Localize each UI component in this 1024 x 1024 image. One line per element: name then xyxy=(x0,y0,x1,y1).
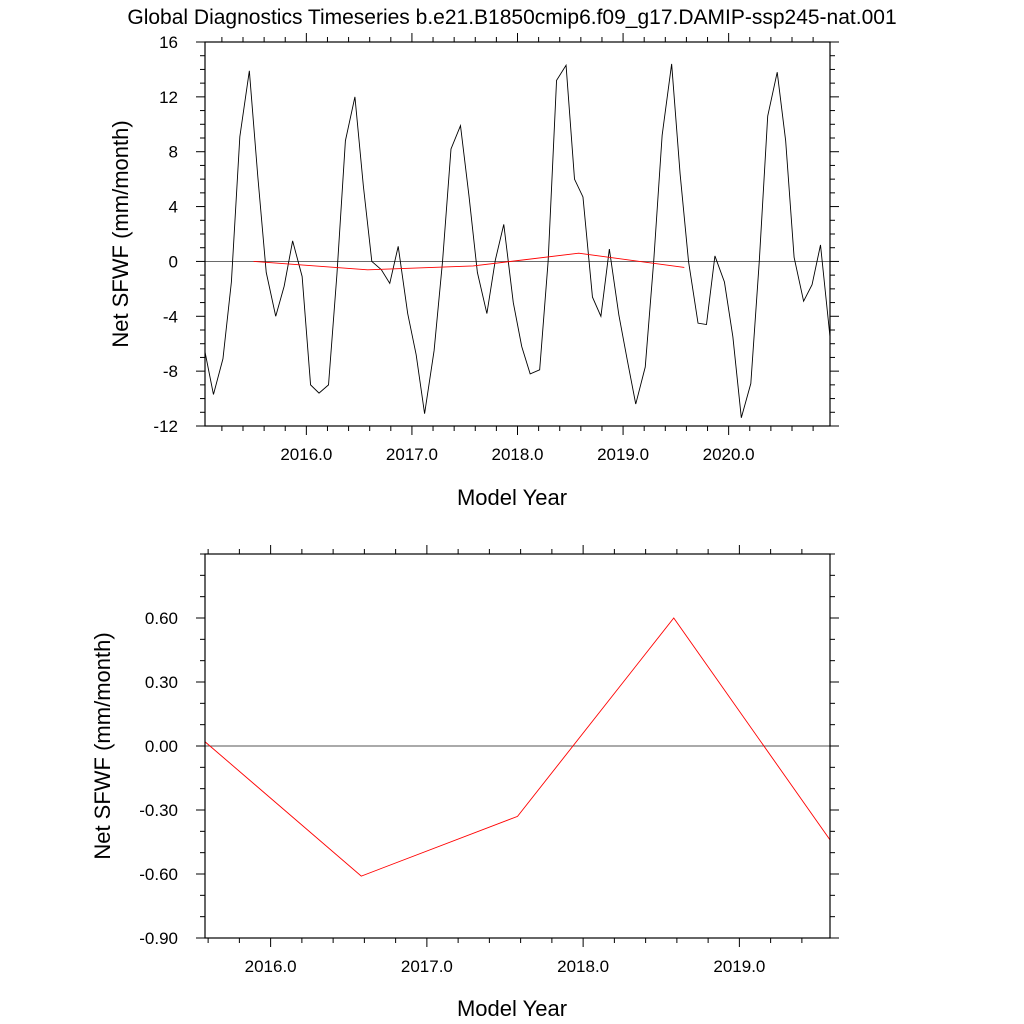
top-panel-x-axis-label: Model Year xyxy=(457,485,567,510)
bottom-panel-y-tick-label: -0.30 xyxy=(139,801,178,820)
top-panel: 2016.0 2017.0 2018.0 2019.0 2020.0 -12 -8 -4 0 4 8… xyxy=(108,33,839,510)
top-panel-y-tick-label: -4 xyxy=(163,307,178,326)
bottom-panel-series-0-line xyxy=(204,617,831,877)
top-panel-x-tick-label: 2016.0 xyxy=(280,445,332,464)
top-panel-x-tick-label: 2017.0 xyxy=(386,445,438,464)
bottom-panel-marks: 2016.0 2017.0 2018.0 2019.0 -0.90 -0.60 -0.30 0… xyxy=(139,545,839,976)
bottom-panel-y-tick-label: 0.60 xyxy=(145,609,178,628)
top-panel-x-tick-label: 2019.0 xyxy=(597,445,649,464)
bottom-panel-x-tick-label: 2019.0 xyxy=(713,957,765,976)
bottom-panel-x-tick-label: 2016.0 xyxy=(245,957,297,976)
top-panel-y-tick-label: -8 xyxy=(163,362,178,381)
bottom-panel-y-tick-label: -0.60 xyxy=(139,865,178,884)
figure-title: Global Diagnostics Timeseries b.e21.B185… xyxy=(127,6,896,29)
top-panel-x-tick-label: 2018.0 xyxy=(492,445,544,464)
bottom-panel-x-tick-label: 2018.0 xyxy=(557,957,609,976)
top-panel-series-1-line xyxy=(253,252,685,271)
top-panel-y-tick-label: 16 xyxy=(159,33,178,52)
top-panel-marks: 2016.0 2017.0 2018.0 2019.0 2020.0 -12 -8 -4 0 4 8… xyxy=(153,33,839,464)
top-panel-y-tick-label: -12 xyxy=(153,417,178,436)
bottom-panel-y-tick-label: 0.00 xyxy=(145,737,178,756)
bottom-panel: 2016.0 2017.0 2018.0 2019.0 -0.90 -0.60 -0.30 0… xyxy=(90,545,839,1021)
bottom-panel-y-tick-label: -0.90 xyxy=(139,929,178,948)
top-panel-x-tick-label: 2020.0 xyxy=(703,445,755,464)
top-panel-series-0-line xyxy=(204,63,831,418)
bottom-panel-x-tick-label: 2017.0 xyxy=(401,957,453,976)
top-panel-y-tick-label: 12 xyxy=(159,88,178,107)
bottom-panel-x-axis-label: Model Year xyxy=(457,996,567,1021)
top-panel-y-axis-label: Net SFWF (mm/month) xyxy=(108,120,133,347)
top-panel-y-tick-label: 8 xyxy=(169,143,178,162)
bottom-panel-y-axis-label: Net SFWF (mm/month) xyxy=(90,632,115,859)
top-panel-y-tick-label: 4 xyxy=(169,198,178,217)
bottom-panel-y-tick-label: 0.30 xyxy=(145,673,178,692)
top-panel-y-tick-label: 0 xyxy=(169,252,178,271)
